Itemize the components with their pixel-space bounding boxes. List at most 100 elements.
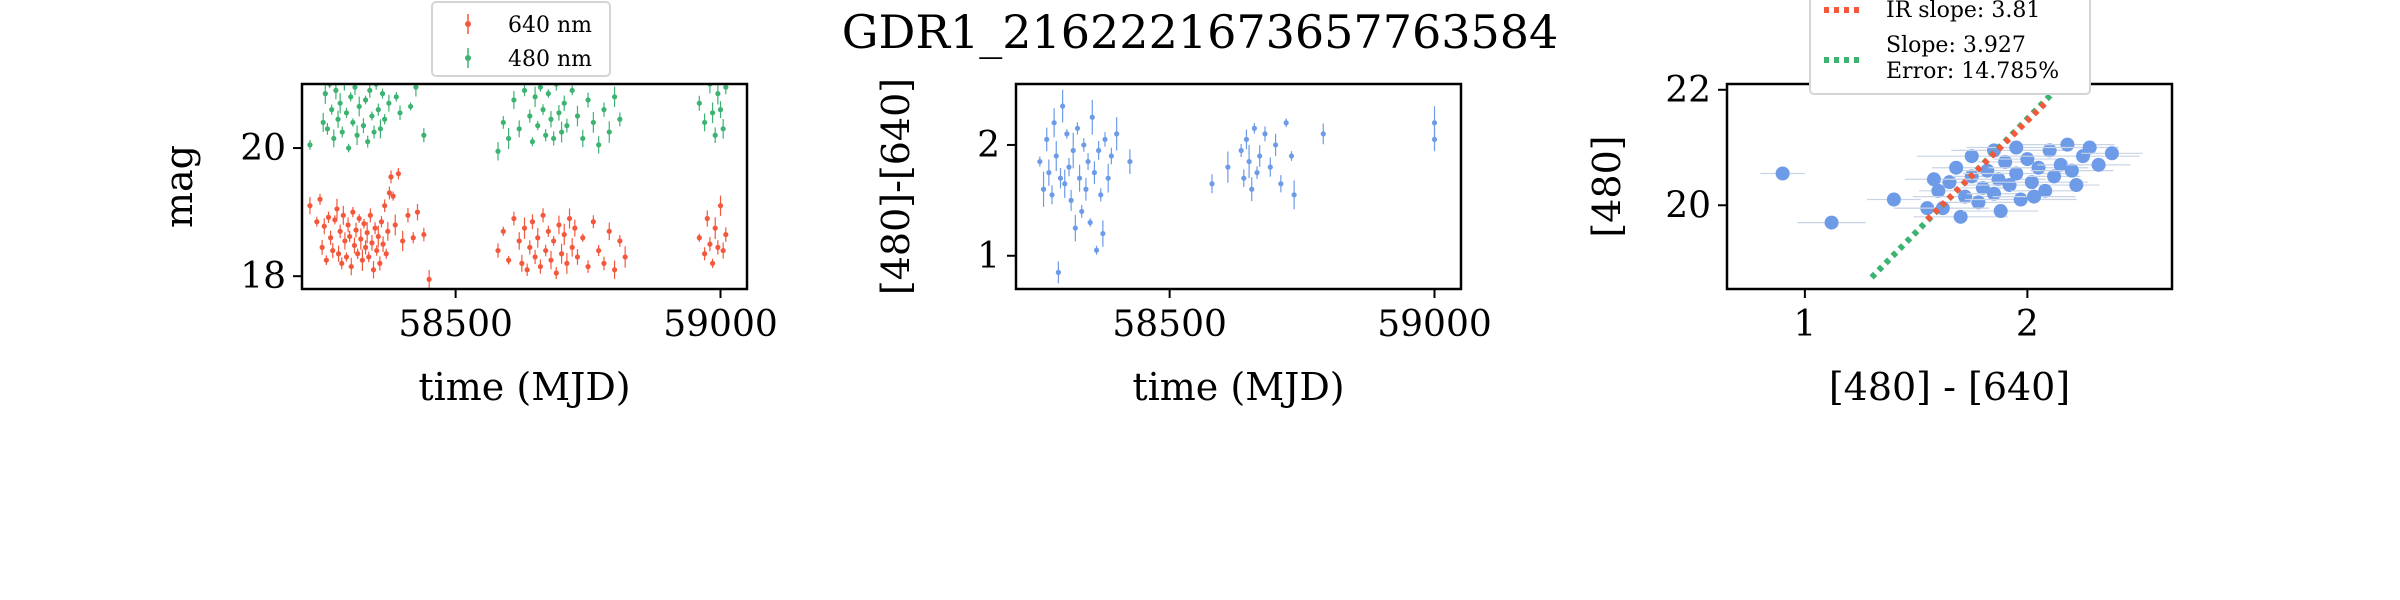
data-point [1246, 158, 1252, 165]
data-point [393, 94, 399, 100]
data-point [377, 126, 384, 132]
data-point [371, 129, 377, 135]
data-point [1055, 269, 1061, 275]
data-point [548, 116, 554, 122]
data-point [585, 263, 591, 270]
data-point [343, 110, 350, 116]
data-point [696, 100, 702, 106]
plot-data [1760, 84, 2143, 280]
data-point [2104, 146, 2119, 161]
data-point [379, 91, 386, 97]
data-point [556, 110, 562, 116]
data-point [330, 247, 336, 254]
data-point [395, 171, 402, 177]
data-point [1949, 160, 1964, 175]
plot-data [307, 84, 729, 289]
data-point [350, 209, 356, 215]
data-point [375, 233, 381, 240]
data-point [426, 276, 432, 282]
data-point [1243, 136, 1250, 143]
data-point [1060, 103, 1066, 109]
data-point [540, 107, 546, 113]
data-point [2009, 140, 2024, 155]
data-point [307, 203, 313, 209]
lightcurve-panel: 58500 59000 18 20 time (MJD) mag 640 nm 480 nm [157, 1, 778, 409]
data-point [506, 257, 512, 263]
data-point [723, 231, 729, 238]
data-point [596, 247, 602, 254]
data-point [361, 221, 367, 227]
data-point [359, 257, 365, 263]
x-tick-label: 58500 [398, 304, 513, 345]
data-point [1049, 192, 1055, 198]
data-point [2024, 175, 2039, 190]
data-point [1057, 175, 1064, 181]
data-point [702, 119, 708, 126]
data-point [1074, 125, 1081, 131]
data-point [374, 247, 380, 254]
data-point [1991, 172, 2006, 187]
legend: 640 nm 480 nm [431, 1, 611, 77]
data-point [1267, 164, 1273, 170]
data-point [1096, 147, 1102, 154]
data-point [414, 209, 421, 215]
data-point [535, 123, 541, 129]
series-640-nm [307, 168, 729, 289]
data-point [1975, 180, 1990, 195]
data-point [1040, 186, 1047, 192]
data-point [1070, 147, 1076, 154]
data-point [574, 254, 581, 260]
data-point [580, 135, 586, 142]
data-point [348, 263, 354, 270]
data-point [2002, 178, 2017, 193]
data-point [537, 84, 543, 90]
data-point [321, 223, 327, 229]
data-point [611, 267, 618, 273]
data-point [532, 254, 538, 260]
data-point [1987, 186, 2001, 201]
data-point [2060, 137, 2075, 152]
data-point [712, 225, 718, 231]
data-point [529, 219, 536, 225]
data-point [564, 123, 570, 129]
data-point [334, 206, 340, 212]
data-point [1064, 131, 1070, 137]
data-point [1998, 154, 2013, 169]
data-point [2013, 192, 2028, 207]
data-point [370, 267, 377, 273]
color-time-panel: 58500 59000 1 2 time (MJD) [480]-[640] [874, 78, 1492, 409]
legend-box [431, 1, 611, 77]
data-point [1105, 175, 1111, 181]
data-point [1081, 142, 1087, 148]
data-point [561, 100, 567, 106]
y-axis-label: mag [157, 145, 201, 228]
data-point [1068, 197, 1074, 203]
data-point [2042, 143, 2057, 158]
data-point [1278, 181, 1284, 187]
data-point [720, 126, 726, 132]
data-point [365, 139, 371, 145]
data-point [358, 236, 364, 242]
data-point [1241, 175, 1247, 181]
y-axis-label: [480] [1585, 135, 1629, 237]
data-point [543, 247, 549, 254]
data-point [2009, 166, 2024, 181]
data-point [367, 87, 373, 94]
data-point [561, 231, 567, 238]
data-point [1114, 131, 1120, 137]
data-point [352, 84, 358, 90]
data-point [1044, 136, 1050, 143]
data-point [366, 254, 372, 260]
data-point [408, 103, 414, 110]
data-point [1098, 192, 1104, 198]
data-point [342, 238, 348, 244]
data-point [331, 135, 337, 142]
data-point [377, 260, 383, 266]
data-point [339, 129, 345, 135]
data-point [1431, 136, 1438, 143]
x-axis-label: [480] - [640] [1829, 365, 2070, 409]
x-axis-label: time (MJD) [1132, 365, 1344, 409]
data-point [553, 270, 559, 276]
